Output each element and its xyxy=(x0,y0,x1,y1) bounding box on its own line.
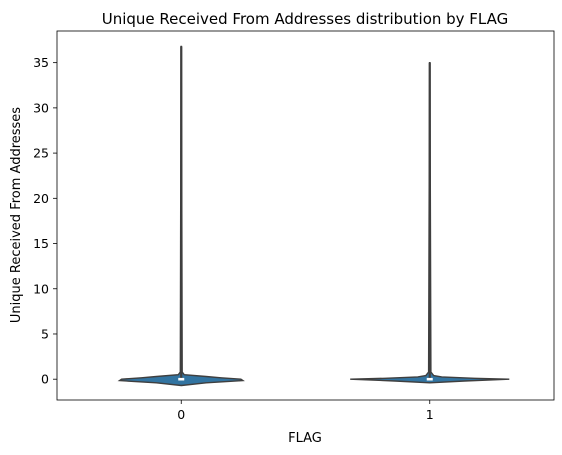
x-tick-label: 0 xyxy=(177,407,185,422)
violin-median-0 xyxy=(178,377,185,381)
violin-median-1 xyxy=(426,377,433,381)
y-tick-label: 30 xyxy=(33,100,49,115)
x-axis-label: FLAG xyxy=(288,431,322,446)
violin-group xyxy=(117,45,510,387)
y-axis-label: Unique Received From Addresses xyxy=(9,107,24,323)
y-tick-label: 15 xyxy=(33,236,49,251)
y-tick-label: 35 xyxy=(33,55,49,70)
plot-frame xyxy=(56,30,555,401)
y-tick-label: 5 xyxy=(41,326,49,341)
y-tick-label: 10 xyxy=(33,281,49,296)
y-tick-label: 25 xyxy=(33,146,49,161)
y-axis: 0 5 10 15 20 25 30 35 xyxy=(33,55,57,387)
chart-title: Unique Received From Addresses distribut… xyxy=(102,10,509,28)
y-tick-label: 0 xyxy=(41,372,49,387)
y-tick-label: 20 xyxy=(33,191,49,206)
x-tick-label: 1 xyxy=(426,407,434,422)
